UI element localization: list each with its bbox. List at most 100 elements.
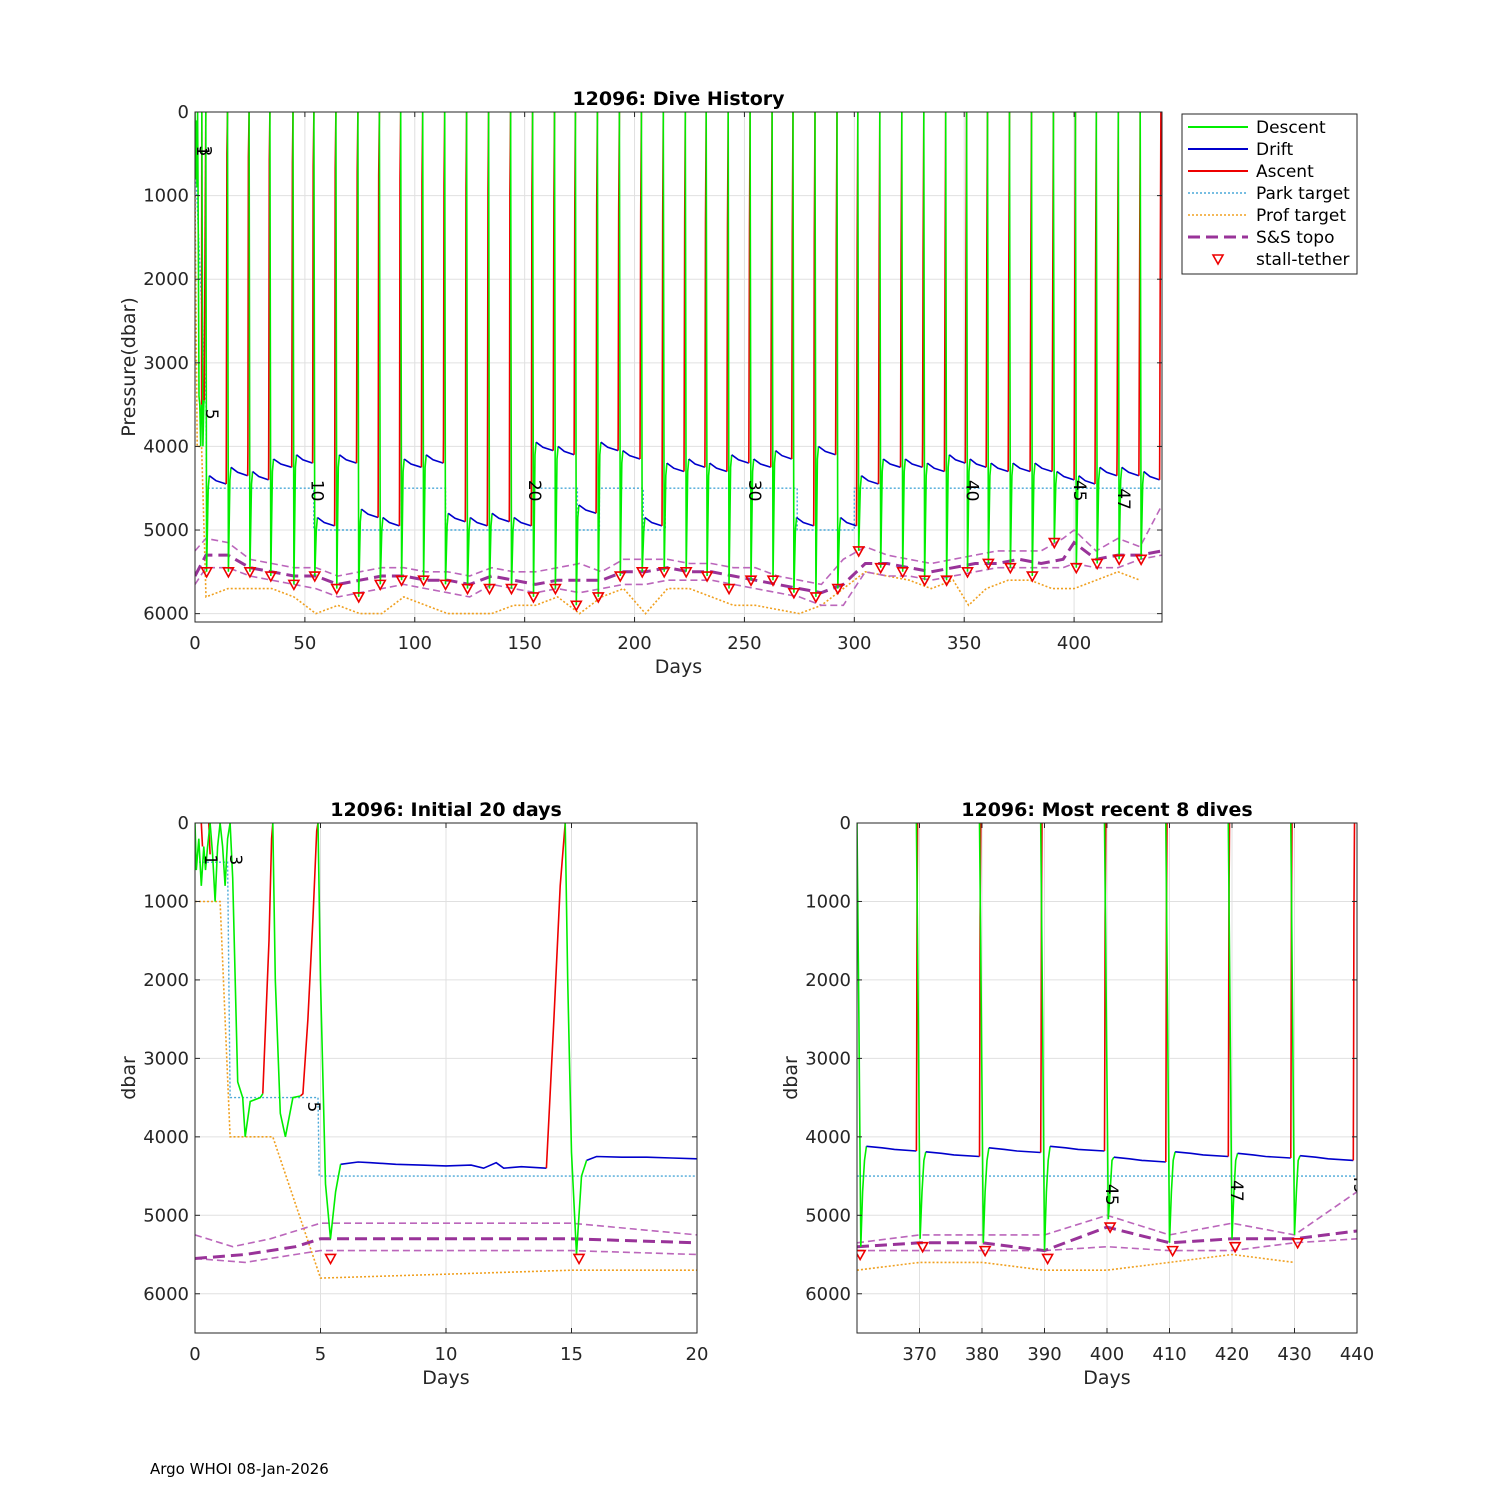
descent-line (922, 112, 929, 581)
descent-line (900, 112, 907, 572)
descent-line (857, 823, 868, 1247)
dive-number-label: 3 (225, 854, 245, 865)
y-axis-label: dbar (118, 1056, 140, 1100)
x-tick-label: 200 (617, 633, 651, 654)
descent-line (272, 823, 301, 1137)
stall-tether-marker (308, 571, 322, 583)
axes-title: 12096: Dive History (572, 88, 785, 110)
stall-tether-marker (461, 583, 474, 596)
legend-box (1181, 113, 1358, 275)
drift-line (557, 445, 575, 456)
y-tick-label: 3000 (143, 1048, 189, 1069)
descent-line (1039, 823, 1051, 1251)
descent-line (248, 112, 254, 572)
drift-line (1056, 470, 1075, 481)
stall-tether-marker (1134, 554, 1148, 566)
descent-line (986, 112, 992, 564)
stall-tether-marker (1211, 254, 1225, 266)
stall-tether-marker (264, 571, 278, 583)
drift-line (866, 1145, 917, 1152)
descent-line (509, 112, 515, 589)
descent-line (1052, 112, 1058, 543)
drift-line (688, 458, 706, 469)
x-tick-label: 400 (1057, 633, 1091, 654)
descent-line (596, 112, 602, 597)
drift-line (491, 512, 510, 523)
descent-line (618, 112, 624, 577)
drift-line (818, 445, 836, 456)
stall-tether-marker (1025, 571, 1039, 583)
stall-tether-marker (483, 583, 496, 596)
y-tick-label: 6000 (805, 1284, 851, 1305)
legend-label: Descent (1256, 118, 1326, 138)
drift-line (731, 454, 750, 464)
stall-tether-marker (916, 1241, 929, 1254)
x-tick-label: 300 (837, 633, 871, 654)
x-tick-label: 420 (1215, 1344, 1249, 1365)
dive-number-label: 49 (1157, 484, 1177, 506)
dive-number-label: 40 (961, 480, 981, 502)
descent-line (856, 112, 863, 551)
descent-line (1165, 823, 1176, 1243)
descent-line (531, 112, 537, 597)
axes-frame (194, 111, 1163, 623)
descent-line (792, 112, 798, 593)
descent-line (1117, 112, 1123, 560)
plot-background (195, 112, 1162, 622)
legend-label: Ascent (1256, 162, 1314, 182)
descent-line (564, 823, 588, 1255)
drift-line (796, 516, 814, 527)
x-tick-label: 0 (189, 1344, 200, 1365)
descent-line (553, 112, 559, 589)
drift-line (926, 462, 945, 473)
drift-line (535, 441, 554, 452)
drift-line (513, 516, 532, 527)
descent-line (226, 112, 232, 572)
y-tick-label: 3000 (805, 1048, 851, 1069)
descent-line (1290, 823, 1301, 1235)
drift-line (1237, 1152, 1291, 1159)
descent-line (944, 112, 951, 581)
x-tick-label: 390 (1027, 1344, 1061, 1365)
dive-number-label: 5 (201, 409, 221, 420)
stall-tether-marker (549, 583, 562, 596)
descent-line (229, 823, 264, 1137)
legend-label: S&S topo (1256, 228, 1335, 248)
legend-label: stall-tether (1256, 250, 1350, 270)
x-axis-label: Days (1083, 1367, 1130, 1389)
stall-tether-marker (852, 546, 866, 558)
stall-tether-marker (1069, 562, 1083, 575)
x-axis-label: Days (422, 1367, 469, 1389)
descent-line (771, 112, 777, 581)
y-tick-label: 4000 (143, 1127, 189, 1148)
stall-tether-marker (1228, 1241, 1242, 1254)
stall-tether-marker (330, 583, 344, 596)
stall-tether-marker (744, 575, 758, 587)
descent-line (205, 112, 211, 572)
dive-number-label: 3 (194, 145, 214, 156)
descent-line (684, 112, 690, 572)
drift-line (360, 508, 379, 519)
descent-line (313, 112, 319, 577)
drift-line (273, 458, 292, 469)
stall-tether-marker (635, 567, 649, 579)
drift-line (988, 1147, 1041, 1154)
descent-line (1103, 823, 1115, 1220)
stall-tether-marker (1291, 1237, 1304, 1250)
drift-line (252, 470, 269, 481)
y-axis-label: Pressure(dbar) (118, 297, 140, 437)
stall-tether-marker (657, 567, 671, 579)
ascent-line (1158, 112, 1162, 480)
recent-8-dives-axes: 45 47 49 370 380 390 400 410 420 430 440 0 1000 2000 3… (780, 799, 1374, 1389)
plot-layer: 13 5 10 20 30 40 45 47 49 (194, 112, 1177, 615)
park-target-line (195, 153, 1162, 531)
y-tick-label: 1000 (805, 891, 851, 912)
descent-line (421, 112, 427, 581)
descent-line (209, 823, 221, 902)
drift-line (969, 458, 987, 469)
x-tick-label: 150 (507, 633, 541, 654)
descent-line (574, 112, 580, 606)
descent-line (1227, 823, 1239, 1239)
stall-tether-marker (700, 571, 714, 583)
